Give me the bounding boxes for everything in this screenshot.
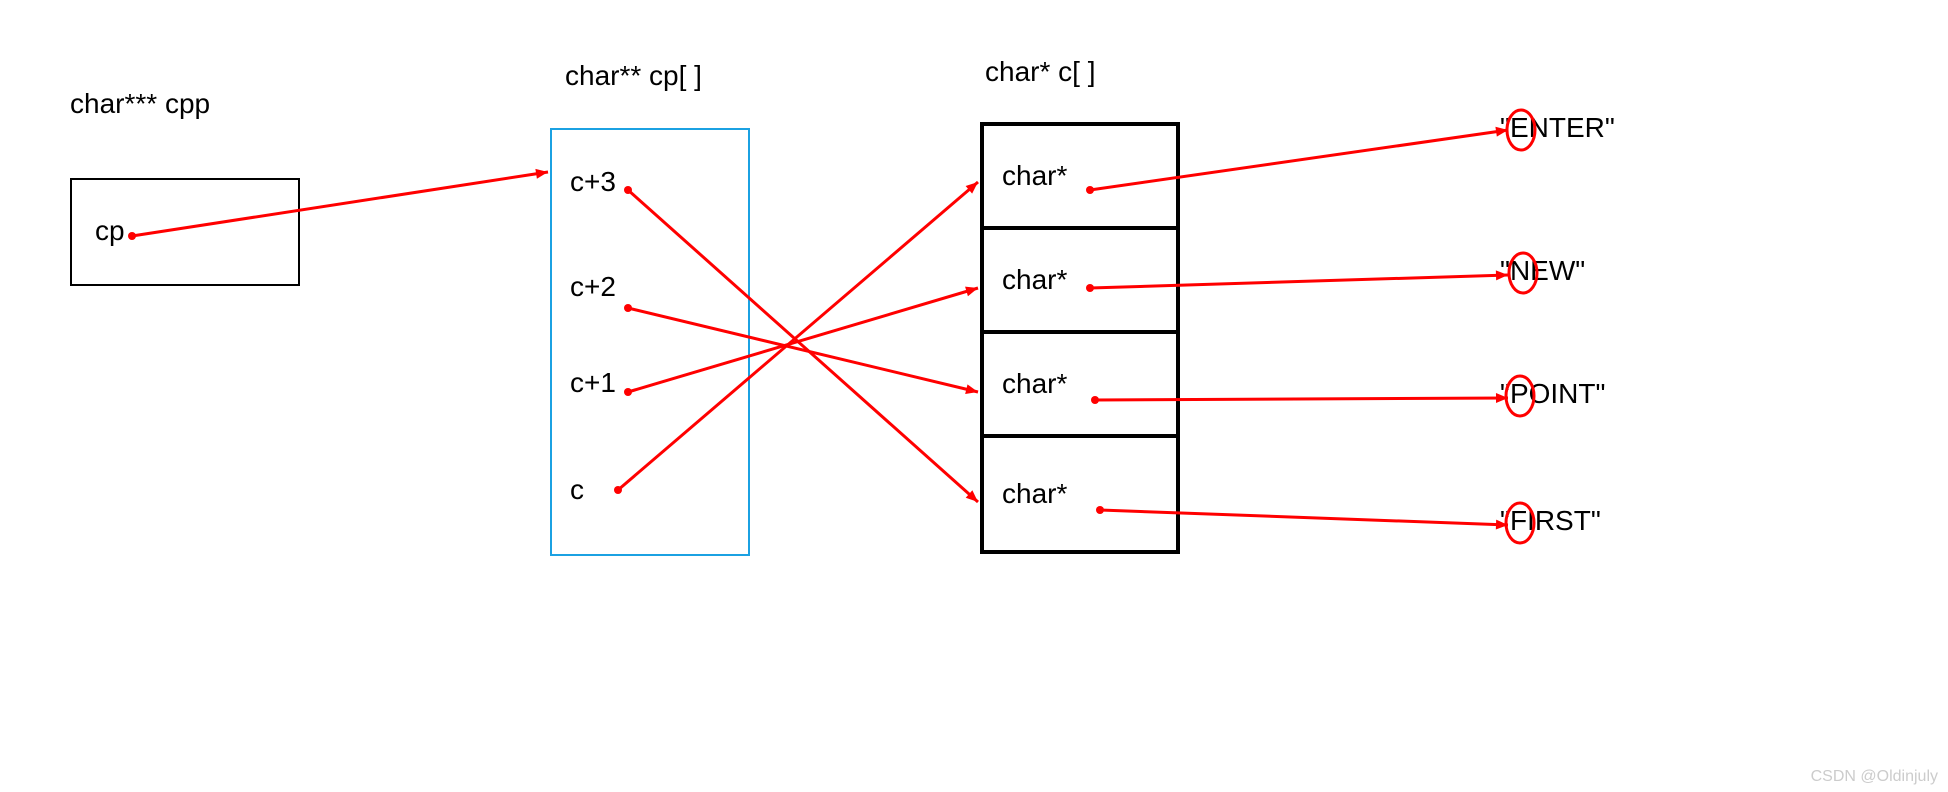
c-title: char* c[ ] <box>985 56 1095 88</box>
cp-cell-0: c+3 <box>550 128 750 236</box>
c-cell-label: char* <box>1002 160 1067 192</box>
c-cell-label: char* <box>1002 478 1067 510</box>
c-cell-2: char* <box>980 330 1180 438</box>
c-cell-1: char* <box>980 226 1180 334</box>
string-2: "POINT" <box>1500 378 1605 410</box>
cp-cell-label: c+2 <box>570 271 616 303</box>
c-cell-0: char* <box>980 122 1180 230</box>
cp-cell-3: c <box>550 426 750 556</box>
arrows-layer <box>0 0 1948 792</box>
cpp-content: cp <box>95 215 125 247</box>
cp-cell-1: c+2 <box>550 234 750 342</box>
cp-cell-label: c <box>570 474 584 506</box>
watermark: CSDN @Oldinjuly <box>1811 768 1938 786</box>
string-1: "NEW" <box>1500 255 1585 287</box>
c-cell-3: char* <box>980 434 1180 554</box>
cp-cell-2: c+1 <box>550 340 750 428</box>
string-0: "ENTER" <box>1500 112 1615 144</box>
cp-title: char** cp[ ] <box>565 60 702 92</box>
cp-cell-label: c+1 <box>570 367 616 399</box>
c-cell-label: char* <box>1002 368 1067 400</box>
cp-cell-label: c+3 <box>570 166 616 198</box>
string-3: "FIRST" <box>1500 505 1601 537</box>
cpp-title: char*** cpp <box>70 88 210 120</box>
c-cell-label: char* <box>1002 264 1067 296</box>
